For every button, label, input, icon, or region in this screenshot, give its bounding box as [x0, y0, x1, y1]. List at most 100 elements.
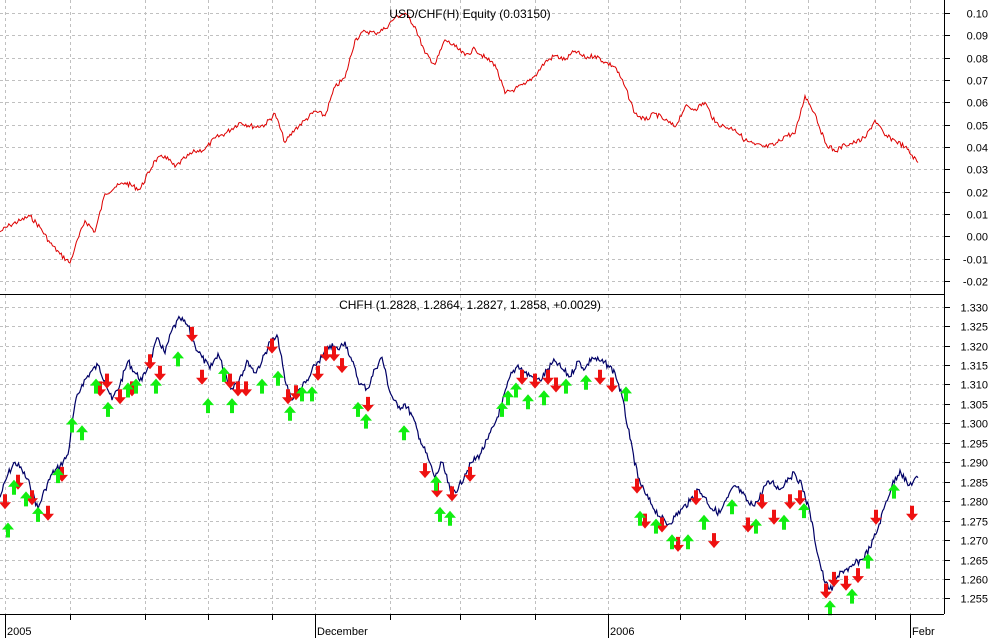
buy-arrow-marker [666, 534, 678, 550]
equity-y-tick-label: 0.10 [967, 9, 988, 21]
equity-y-tick-label: 0.06 [967, 98, 988, 110]
sell-arrow-marker [756, 494, 768, 510]
price-line [0, 315, 919, 591]
buy-arrow-marker [32, 506, 44, 522]
buy-arrow-marker [560, 378, 572, 394]
buy-arrow-marker [202, 398, 214, 414]
equity-title: USD/CHF(H) Equity (0.03150) [389, 7, 550, 21]
price-y-tick-label: 1.300 [960, 419, 988, 431]
sell-arrow-marker [26, 490, 38, 506]
sell-arrow-marker [328, 346, 340, 362]
buy-arrow-marker [634, 510, 646, 526]
buy-arrow-marker [538, 390, 550, 406]
price-y-tick-label: 1.270 [960, 536, 988, 548]
buy-arrow-marker [52, 468, 64, 484]
buy-signal-markers [2, 351, 900, 616]
sell-arrow-marker [542, 369, 554, 385]
buy-arrow-marker [306, 386, 318, 402]
sell-arrow-marker [852, 568, 864, 584]
price-y-tick-label: 1.255 [960, 594, 988, 606]
buy-arrow-marker [90, 378, 102, 394]
sell-arrow-marker [362, 396, 374, 412]
equity-y-tick-label: 0.03 [967, 165, 988, 177]
price-panel: 1.330 1.325 1.320 1.315 1.310 1.305 1.300 1.295… [0, 295, 988, 616]
x-tick-label: December [317, 626, 368, 638]
sell-arrow-marker [708, 533, 720, 549]
buy-arrow-marker [888, 483, 900, 499]
buy-arrow-marker [846, 588, 858, 604]
buy-arrow-marker [8, 479, 20, 495]
equity-panel: 0.10 0.09 0.08 0.07 0.06 0.05 0.04 0.03 0.02 0.01… [0, 0, 988, 294]
price-vertical-gridlines [5, 295, 911, 614]
sell-arrow-marker [690, 490, 702, 506]
sell-arrow-marker [870, 509, 882, 525]
buy-arrow-marker [150, 378, 162, 394]
price-title: CHFH (1.2828, 1.2864, 1.2827, 1.2858, +0… [339, 298, 601, 312]
equity-y-tick-label: 0.04 [967, 143, 988, 155]
buy-arrow-marker [682, 534, 694, 550]
equity-y-tick-label: 0.09 [967, 31, 988, 43]
price-y-tick-label: 1.280 [960, 497, 988, 509]
x-tick-label: 2006 [610, 626, 634, 638]
buy-arrow-marker [434, 506, 446, 522]
price-y-tick-label: 1.325 [960, 322, 988, 334]
buy-arrow-marker [444, 510, 456, 526]
sell-arrow-marker [529, 373, 541, 389]
equity-gridlines [0, 13, 944, 282]
sell-arrow-marker [282, 389, 294, 405]
sell-arrow-marker [336, 358, 348, 374]
price-y-tick-label: 1.265 [960, 556, 988, 568]
buy-arrow-marker [218, 366, 230, 382]
sell-arrow-marker [144, 354, 156, 370]
sell-arrow-marker [768, 509, 780, 525]
buy-arrow-marker [778, 514, 790, 530]
buy-arrow-marker [824, 600, 836, 616]
buy-arrow-marker [20, 491, 32, 507]
sell-arrow-marker [0, 494, 11, 510]
sell-arrow-marker [186, 326, 198, 342]
sell-arrow-marker [828, 571, 840, 587]
equity-y-tick-label: -0.01 [963, 255, 988, 267]
sell-arrow-marker [42, 505, 54, 521]
sell-arrow-marker [820, 583, 832, 599]
buy-arrow-marker [620, 386, 632, 402]
buy-arrow-marker [510, 382, 522, 398]
sell-arrow-marker [419, 463, 431, 479]
sell-arrow-marker [516, 369, 528, 385]
buy-arrow-marker [750, 518, 762, 534]
buy-arrow-marker [862, 553, 874, 569]
equity-line [0, 12, 919, 264]
x-tick-label: Febr [912, 626, 935, 638]
sell-arrow-marker [446, 486, 458, 502]
buy-arrow-marker [284, 405, 296, 421]
buy-arrow-marker [66, 417, 78, 433]
buy-arrow-marker [226, 398, 238, 414]
sell-arrow-marker [196, 369, 208, 385]
sell-arrow-marker [794, 490, 806, 506]
sell-arrow-marker [464, 466, 476, 482]
sell-arrow-marker [154, 365, 166, 381]
sell-arrow-marker [232, 381, 244, 397]
x-tick-label: 2005 [7, 626, 31, 638]
sell-arrow-marker [114, 389, 126, 405]
sell-arrow-marker [550, 377, 562, 393]
price-y-tick-label: 1.305 [960, 400, 988, 412]
price-y-tick-label: 1.310 [960, 380, 988, 392]
buy-arrow-marker [76, 425, 88, 441]
sell-arrow-marker [672, 536, 684, 552]
sell-arrow-marker [290, 385, 302, 401]
sell-arrow-marker [906, 505, 918, 521]
price-y-tick-label: 1.285 [960, 478, 988, 490]
buy-arrow-marker [272, 370, 284, 386]
equity-vertical-gridlines [5, 0, 911, 294]
sell-arrow-marker [266, 338, 278, 354]
x-axis: 2005 December 2006 Febr [5, 614, 935, 638]
sell-arrow-marker [606, 377, 618, 393]
sell-arrow-marker [840, 575, 852, 591]
sell-arrow-marker [101, 373, 113, 389]
price-y-tick-label: 1.320 [960, 342, 988, 354]
sell-arrow-marker [594, 369, 606, 385]
buy-arrow-marker [496, 401, 508, 417]
equity-y-tick-label: 0.01 [967, 210, 988, 222]
